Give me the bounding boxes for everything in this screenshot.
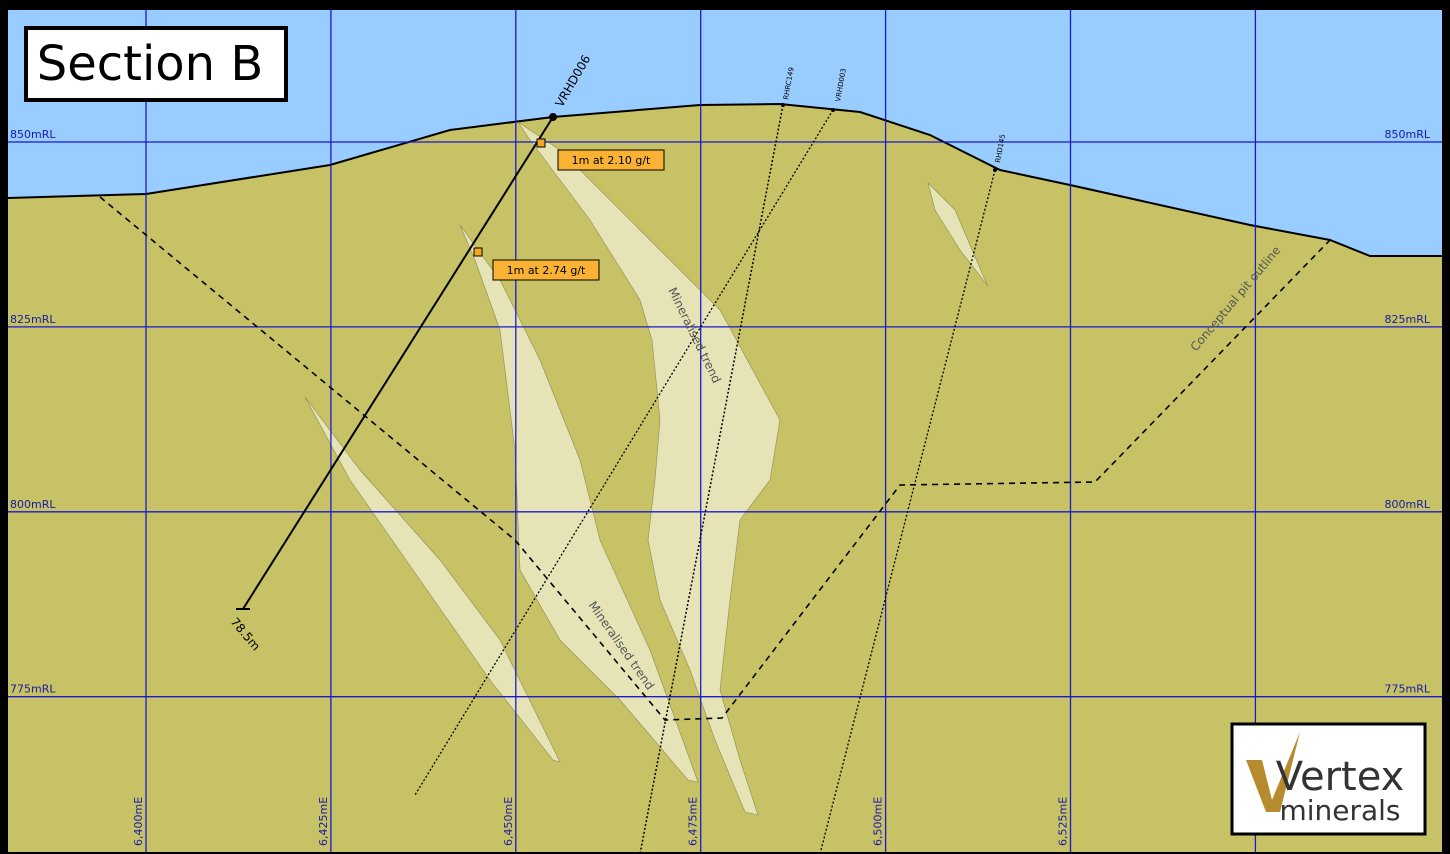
title-frame bbox=[24, 26, 288, 102]
zone bbox=[927, 182, 989, 287]
intercept-box bbox=[557, 149, 665, 171]
easting-label: 6,525mE bbox=[1057, 797, 1070, 846]
easting-label: 6,500mE bbox=[872, 797, 885, 846]
title: Section B bbox=[37, 36, 264, 92]
rl-label: 825mRL bbox=[1385, 313, 1431, 326]
drillhole-trace bbox=[639, 104, 784, 854]
title-box: Section B bbox=[24, 26, 288, 102]
logo-name: Vertex bbox=[1276, 754, 1405, 800]
intercept-label: 1m at 2.74 g/t bbox=[507, 264, 586, 277]
intercept-marker bbox=[473, 247, 483, 257]
collar bbox=[831, 108, 835, 112]
grid: 6,400mE 6,425mE 6,450mE 6,475mE 6,500mE 6,525… bbox=[8, 10, 1442, 852]
easting-label: 6,400mE bbox=[132, 797, 145, 846]
easting-label: 6,425mE bbox=[317, 797, 330, 846]
surface-line bbox=[7, 102, 1442, 257]
easting-label: 6,475mE bbox=[687, 797, 700, 846]
rl-label: 825mRL bbox=[10, 313, 56, 326]
rl-label: 850mRL bbox=[10, 128, 56, 141]
collar bbox=[781, 103, 785, 107]
rl-label: 775mRL bbox=[10, 683, 56, 696]
collar bbox=[993, 168, 997, 172]
logo: Vertex minerals bbox=[1230, 722, 1427, 836]
zone bbox=[304, 396, 561, 763]
intercept-marker bbox=[536, 138, 546, 148]
pit-outline bbox=[99, 196, 1331, 721]
easting-label: 6,450mE bbox=[502, 797, 515, 846]
rl-label: 800mRL bbox=[1385, 498, 1431, 511]
rl-label: 850mRL bbox=[1385, 128, 1431, 141]
logo-mark bbox=[1246, 732, 1300, 812]
logo-sub: minerals bbox=[1279, 794, 1400, 827]
collar bbox=[549, 113, 557, 121]
drillhole-trace bbox=[819, 169, 996, 854]
rl-label: 775mRL bbox=[1385, 683, 1431, 696]
zone bbox=[459, 224, 699, 783]
mineralised-zones bbox=[304, 121, 989, 816]
intercept-box bbox=[492, 259, 600, 281]
intercept-label: 1m at 2.10 g/t bbox=[572, 154, 651, 167]
drillhole-trace bbox=[242, 116, 554, 610]
drillhole-trace bbox=[414, 109, 834, 796]
rl-label: 800mRL bbox=[10, 498, 56, 511]
